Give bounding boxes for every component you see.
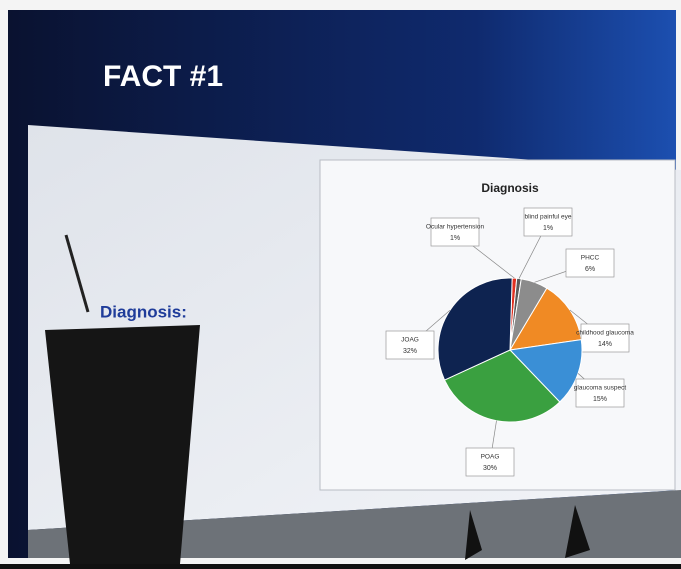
slice-value: 6% [585,266,595,273]
slice-value: 14% [598,341,612,348]
slice-value: 15% [593,396,607,403]
slice-value: 32% [403,348,417,355]
slide-title: FACT #1 [103,60,223,93]
bullet: Diagnosis: [100,302,187,321]
slice-value: 1% [543,225,553,232]
slice-label: blind painful eye [525,214,572,221]
slice-label: glaucoma suspect [574,385,627,392]
slice-label: childhood glaucoma [576,330,634,337]
photo: FACT #1 Diagnosis: Diagnosis Ocular hype… [0,0,681,564]
slice-label: Ocular hypertension [426,224,485,231]
slice-label: JOAG [401,337,419,344]
chart-title: Diagnosis [481,181,539,195]
slice-label: POAG [481,454,500,461]
slice-label: PHCC [581,255,600,262]
podium [45,325,200,564]
slice-value: 30% [483,465,497,472]
slice-value: 1% [450,235,460,242]
